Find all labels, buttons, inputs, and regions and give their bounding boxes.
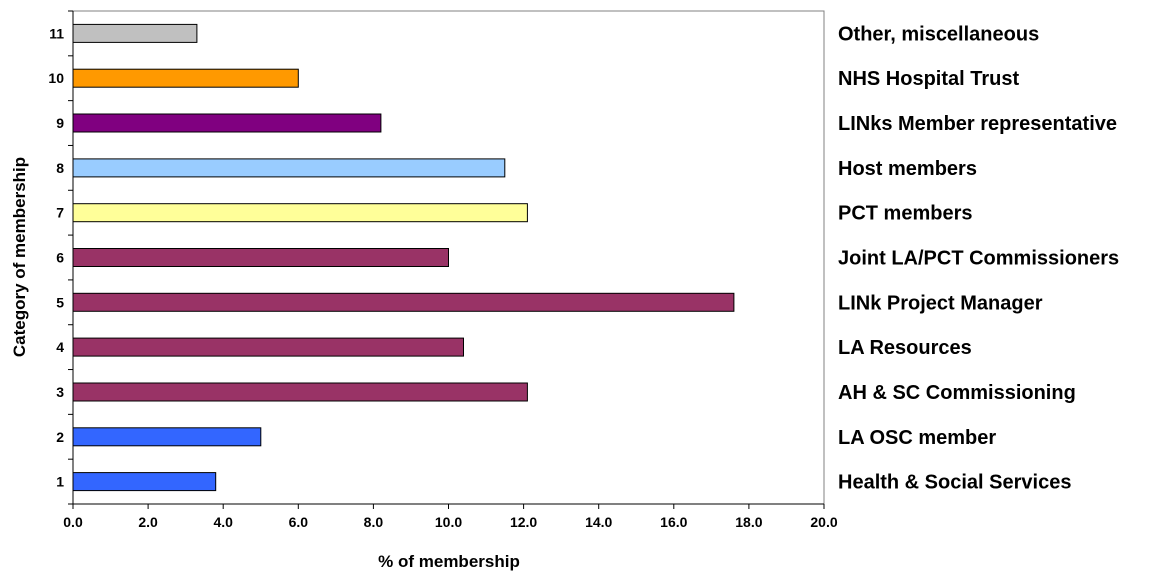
y-tick-label-2: 2 (56, 429, 64, 445)
bar-11 (72, 23, 198, 43)
bar-8 (72, 158, 506, 178)
y-tick-label-7: 7 (56, 205, 64, 221)
y-tick-label-6: 6 (56, 250, 64, 266)
x-tick-label: 0.0 (63, 514, 83, 530)
bar-7 (72, 203, 528, 223)
y-tick-label-3: 3 (56, 384, 64, 400)
bar-1 (72, 472, 217, 492)
x-axis-title: % of membership (378, 552, 520, 571)
category-label-4: LA Resources (838, 337, 972, 359)
category-label-10: NHS Hospital Trust (838, 68, 1019, 90)
x-tick-label: 2.0 (138, 514, 158, 530)
y-axis-title: Category of membership (10, 157, 29, 357)
y-tick-label-8: 8 (56, 160, 64, 176)
x-tick-label: 10.0 (435, 514, 462, 530)
bar-3 (72, 382, 528, 402)
y-tick-label-10: 10 (48, 70, 64, 86)
category-label-11: Other, miscellaneous (838, 23, 1039, 45)
bar-2 (72, 427, 262, 447)
category-label-2: LA OSC member (838, 427, 996, 449)
y-ticks-group: 1 2 3 4 5 6 7 8 9 10 11 (48, 10, 73, 505)
y-tick-label-1: 1 (56, 474, 64, 490)
x-tick-label: 14.0 (585, 514, 612, 530)
bar-4 (72, 337, 464, 357)
x-tick-label: 20.0 (810, 514, 837, 530)
x-ticks-group: 0.0 2.0 4.0 6.0 8.0 10.0 12.0 14.0 16.0 18.0 20.0 (63, 504, 838, 530)
category-label-7: PCT members (838, 203, 973, 225)
bar-5 (72, 292, 735, 312)
bar-10 (72, 68, 299, 88)
bar-6 (72, 248, 449, 267)
bar-9 (72, 113, 382, 133)
category-label-1: Health & Social Services (838, 472, 1071, 494)
y-tick-label-9: 9 (56, 115, 64, 131)
x-tick-label: 4.0 (213, 514, 233, 530)
category-label-9: LINks Member representative (838, 113, 1117, 135)
category-label-8: Host members (838, 158, 977, 180)
category-label-3: AH & SC Commissioning (838, 382, 1076, 404)
category-label-6: Joint LA/PCT Commissioners (838, 248, 1119, 270)
x-tick-label: 8.0 (364, 514, 384, 530)
category-labels-group: Health & Social Services LA OSC member AH … (838, 23, 1119, 493)
x-tick-label: 18.0 (735, 514, 762, 530)
x-tick-label: 12.0 (510, 514, 537, 530)
y-tick-label-11: 11 (49, 25, 64, 41)
x-tick-label: 16.0 (660, 514, 687, 530)
y-tick-label-5: 5 (56, 294, 64, 310)
y-tick-label-4: 4 (56, 339, 64, 355)
category-label-5: LINk Project Manager (838, 292, 1043, 314)
bars-group (72, 23, 735, 492)
x-tick-label: 6.0 (289, 514, 309, 530)
